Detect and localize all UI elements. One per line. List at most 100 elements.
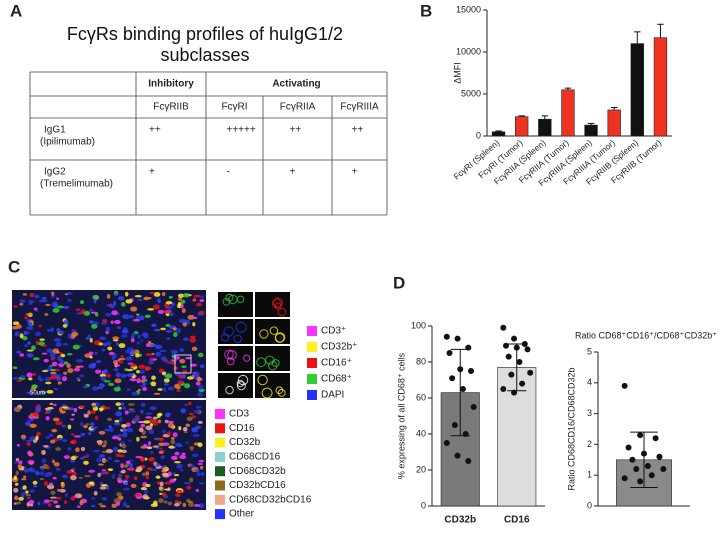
cell — [101, 497, 107, 501]
cell — [98, 342, 104, 346]
cell — [168, 312, 174, 317]
cell — [180, 299, 186, 304]
cell — [140, 409, 144, 414]
cell — [113, 360, 118, 365]
y-tick-label: 20 — [416, 464, 426, 474]
cell — [139, 384, 144, 388]
cell — [55, 447, 61, 451]
legend-swatch — [307, 342, 317, 352]
cell — [62, 343, 69, 346]
zoom-box — [174, 354, 192, 374]
cell — [60, 410, 66, 414]
cell — [121, 423, 127, 428]
cell — [181, 373, 187, 379]
cell — [153, 328, 160, 332]
cell — [16, 350, 22, 354]
cell — [120, 373, 127, 379]
thumbnail-cell — [243, 354, 251, 362]
cell — [138, 364, 146, 369]
cell — [108, 424, 112, 429]
cell — [124, 474, 130, 479]
cell — [163, 310, 172, 314]
cell — [147, 340, 152, 344]
cell — [155, 475, 161, 479]
cell — [59, 488, 66, 493]
cell — [32, 480, 38, 485]
cell — [109, 303, 115, 309]
cell — [193, 504, 201, 507]
cell — [170, 455, 178, 461]
thumbnail-cell — [259, 329, 269, 339]
thumbnail-cell — [256, 357, 267, 368]
cell — [152, 358, 157, 361]
cell — [48, 377, 54, 380]
cell — [126, 388, 131, 391]
y-tick-label: 2 — [587, 439, 592, 449]
cell — [192, 433, 200, 437]
cell — [158, 451, 164, 454]
cell — [107, 468, 114, 472]
y-tick-label: 40 — [416, 428, 426, 438]
cell — [153, 292, 161, 297]
cell — [116, 326, 122, 330]
cell — [179, 358, 186, 364]
cell — [46, 348, 53, 354]
cell — [170, 349, 178, 354]
cell — [191, 346, 198, 352]
cell — [11, 377, 19, 380]
cell — [162, 387, 167, 392]
cell — [19, 299, 26, 303]
cell — [91, 323, 98, 329]
cell — [30, 503, 34, 507]
cell — [60, 483, 65, 488]
cell — [188, 412, 194, 416]
cell — [107, 456, 112, 460]
cell — [197, 462, 203, 466]
cell — [55, 504, 61, 509]
cell — [192, 316, 198, 320]
cell — [158, 368, 164, 374]
cell — [106, 293, 111, 299]
data-point — [516, 359, 523, 365]
group-header: Activating — [272, 79, 320, 90]
cell — [70, 496, 76, 501]
thumbnail-cell — [221, 333, 230, 342]
cell — [99, 373, 107, 378]
cell — [150, 381, 157, 387]
cell — [52, 417, 60, 422]
y-tick-label: 100 — [411, 320, 426, 330]
cell — [143, 443, 148, 449]
cell — [83, 424, 88, 429]
cell — [108, 382, 115, 386]
cell — [103, 369, 108, 375]
cell — [183, 482, 191, 485]
cell — [197, 420, 203, 424]
cell — [100, 321, 108, 325]
cell — [117, 449, 124, 453]
cell — [137, 388, 141, 392]
cell — [153, 392, 161, 395]
cell — [25, 421, 31, 426]
cell — [73, 367, 81, 372]
cell — [171, 354, 176, 358]
cell — [75, 447, 80, 453]
thumbnail — [218, 346, 253, 371]
bar — [538, 118, 552, 137]
cell — [128, 351, 135, 356]
cell — [23, 468, 30, 473]
cell — [67, 447, 72, 451]
cell — [198, 482, 205, 485]
data-point — [446, 350, 453, 356]
cell — [12, 305, 18, 308]
data-point — [454, 335, 461, 342]
cell — [61, 406, 68, 409]
cell — [90, 422, 95, 427]
cell — [80, 300, 85, 305]
data-point — [660, 466, 667, 473]
cell — [182, 337, 190, 342]
cell — [149, 291, 155, 295]
cell — [128, 439, 132, 442]
cell — [161, 470, 166, 473]
cell — [163, 378, 170, 383]
data-point — [465, 458, 472, 464]
